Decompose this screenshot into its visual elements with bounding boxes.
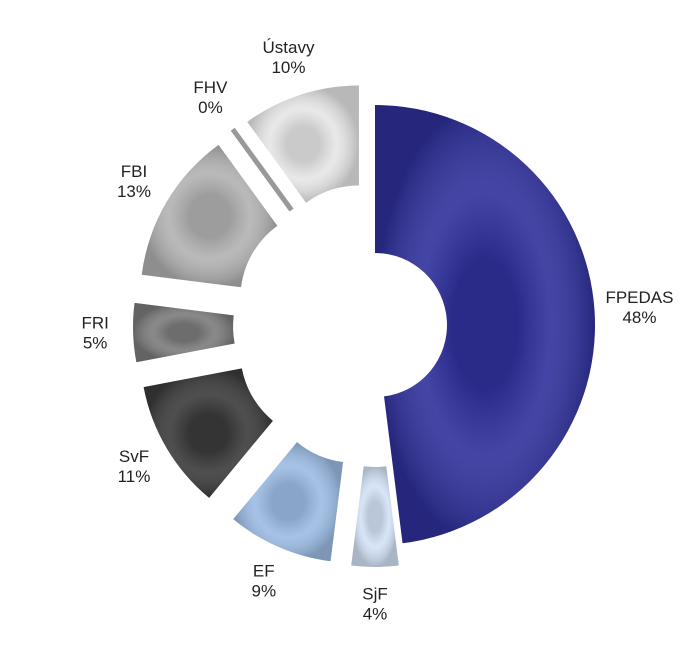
slice-shade <box>143 368 273 498</box>
slice-shade <box>233 442 344 562</box>
slice-group <box>143 368 273 498</box>
slice-group <box>375 105 596 544</box>
slice-group <box>133 302 235 363</box>
slice-value-label: 11% <box>118 467 151 486</box>
slice-shade <box>133 302 235 363</box>
slice-label: FHV <box>193 78 228 97</box>
slice-group <box>247 85 359 203</box>
slice-label: FBI <box>121 162 147 181</box>
slice-label: EF <box>253 561 275 580</box>
slice-label: SvF <box>119 447 149 466</box>
slice-shade <box>247 85 359 203</box>
slice-label: SjF <box>362 584 388 603</box>
slice-shade <box>141 144 278 288</box>
slice-shade <box>375 105 596 544</box>
slice-value-label: 10% <box>271 58 305 77</box>
slice-value-label: 9% <box>252 581 277 600</box>
slice-group <box>351 466 399 567</box>
slice-label: Ústavy <box>262 38 314 57</box>
slice-value-label: 0% <box>198 98 223 117</box>
slice-label: FPEDAS <box>605 288 673 307</box>
slice-value-label: 13% <box>117 182 151 201</box>
slice-shade <box>351 466 399 567</box>
slice-value-label: 5% <box>83 333 108 352</box>
slice-group <box>141 144 278 288</box>
slice-value-label: 4% <box>363 604 388 623</box>
slice-value-label: 48% <box>622 308 656 327</box>
slice-label: FRI <box>81 313 108 332</box>
slice-group <box>233 442 344 562</box>
